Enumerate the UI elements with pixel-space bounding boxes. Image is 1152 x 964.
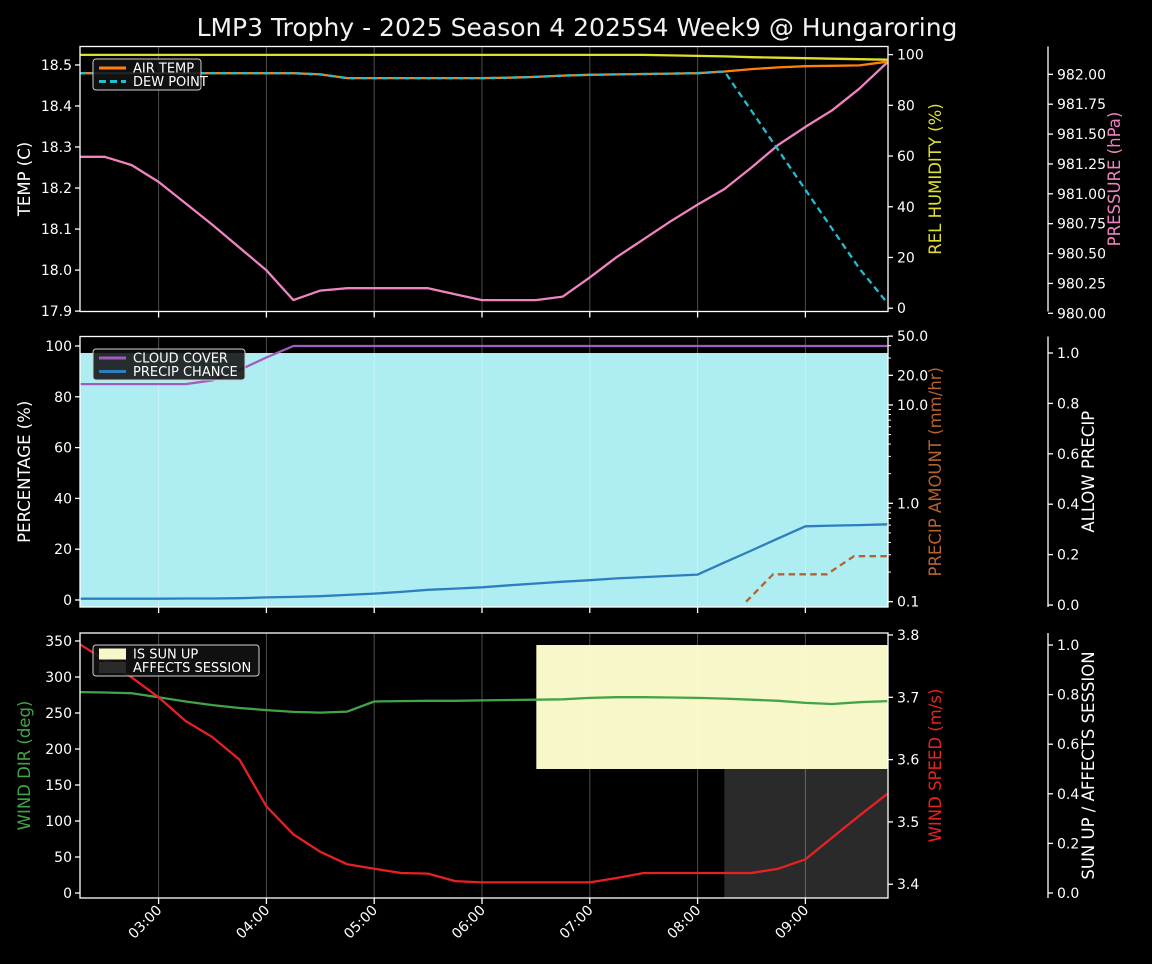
series-wind-dir: [79, 690, 888, 714]
right2-tick-label: 981.00: [1057, 187, 1106, 203]
right1-tick-label: 3.7: [897, 690, 919, 706]
series-precip-chance: [79, 523, 888, 600]
legend-label: AIR TEMP: [133, 62, 194, 77]
right2-tick-label: 0.2: [1057, 836, 1079, 852]
right2-tick-label: 980.75: [1057, 217, 1106, 233]
axis-title-right2: PRESSURE (hPa): [1105, 112, 1124, 247]
affects-session-band: [724, 768, 888, 898]
series-precip-amount: [745, 555, 888, 603]
axis-title-left: WIND DIR (deg): [15, 701, 34, 831]
right1-tick-label: 3.4: [897, 877, 919, 893]
left-tick-label: 17.9: [41, 304, 72, 320]
right1-tick-label: 0: [897, 301, 906, 317]
left-tick-label: 0: [63, 593, 72, 609]
axis-title-right2: ALLOW PRECIP: [1079, 411, 1098, 533]
right2-tick-label: 980.00: [1057, 306, 1106, 322]
legend-label: PRECIP CHANCE: [133, 365, 238, 380]
left-tick-label: 100: [45, 339, 72, 355]
series-rel-humidity: [79, 53, 888, 61]
left-tick-label: 18.2: [41, 181, 72, 197]
right2-tick-label: 0.6: [1057, 447, 1079, 463]
right2-tick-label: 1.0: [1057, 638, 1079, 654]
plot-border: [79, 335, 889, 608]
figure-title: LMP3 Trophy - 2025 Season 4 2025S4 Week9…: [197, 13, 958, 42]
legend-box: [92, 348, 246, 381]
right2-tick-label: 0.6: [1057, 737, 1079, 753]
right1-tick-label: 60: [897, 149, 915, 165]
right1-tick-label: 20.0: [897, 368, 928, 384]
right1-tick-label: 10.0: [897, 398, 928, 414]
left-tick-label: 18.0: [41, 263, 72, 279]
left-tick-label: 100: [45, 814, 72, 830]
right2-tick-label: 981.25: [1057, 157, 1106, 173]
axis-title-right1: WIND SPEED (m/s): [926, 689, 945, 843]
is-sun-up-band: [536, 645, 888, 769]
right2-tick-label: 0.2: [1057, 548, 1079, 564]
axis-title-right2: SUN UP / AFFECTS SESSION: [1079, 651, 1098, 879]
left-tick-label: 60: [54, 441, 72, 457]
plot-border: [79, 45, 889, 313]
left-tick-label: 20: [54, 542, 72, 558]
right1-tick-label: 50.0: [897, 329, 928, 345]
right2-tick-label: 981.75: [1057, 97, 1106, 113]
left-tick-label: 250: [45, 706, 72, 722]
legend-box: [92, 644, 260, 677]
series-wind-speed: [79, 643, 889, 884]
right2-tick-label: 0.4: [1057, 787, 1079, 803]
left-tick-label: 350: [45, 634, 72, 650]
right2-tick-label: 981.50: [1057, 127, 1106, 143]
right2-tick-label: 0.0: [1057, 886, 1079, 902]
legend-label: AFFECTS SESSION: [133, 661, 251, 676]
allow-precip-fill: [80, 353, 888, 607]
right1-tick-label: 80: [897, 98, 915, 114]
right2-tick-label: 0.0: [1057, 598, 1079, 614]
right1-tick-label: 3.6: [897, 753, 919, 769]
right1-tick-label: 20: [897, 250, 915, 266]
chart-temperature-humidity-pressure: 17.9 18.0 18.1 18.2 18.3 18.4 18.5 0 20 40 60 80 100…: [15, 45, 1124, 322]
left-tick-label: 50: [54, 850, 72, 866]
right2-tick-label: 982.00: [1057, 67, 1106, 83]
plot-border: [79, 632, 889, 899]
right2-tick-label: 0.4: [1057, 497, 1079, 513]
left-tick-label: 18.1: [41, 222, 72, 238]
axis-title-left: PERCENTAGE (%): [15, 401, 34, 543]
right2-tick-label: 1.0: [1057, 346, 1079, 362]
left-tick-label: 150: [45, 778, 72, 794]
axis-title-left: TEMP (C): [15, 142, 34, 217]
left-tick-label: 200: [45, 742, 72, 758]
right1-tick-label: 1.0: [897, 496, 919, 512]
legend-swatch: [99, 648, 126, 660]
legend-label: DEW POINT: [133, 75, 208, 90]
right2-tick-label: 0.8: [1057, 396, 1079, 412]
legend-swatch: [99, 662, 126, 673]
right1-tick-label: 3.5: [897, 815, 919, 831]
right2-tick-label: 0.8: [1057, 688, 1079, 704]
chart-cloud-precip: 0 20 40 60 80 100 50.0 20.0 10.0 1.0 0.1 0.0 0.2 0.4 0…: [15, 329, 1098, 614]
right1-tick-label: 40: [897, 200, 915, 216]
left-tick-label: 18.5: [41, 58, 72, 74]
series-pressure: [79, 61, 889, 302]
axis-title-right1: PRECIP AMOUNT (mm/hr): [926, 367, 945, 577]
left-tick-label: 18.4: [41, 99, 72, 115]
right2-tick-label: 980.50: [1057, 247, 1106, 263]
axis-title-right1: REL HUMIDITY (%): [926, 103, 945, 254]
right1-tick-label: 100: [897, 48, 924, 64]
legend-label: IS SUN UP: [133, 648, 198, 663]
left-tick-label: 80: [54, 390, 72, 406]
left-tick-label: 40: [54, 491, 72, 507]
right1-tick-label: 0.1: [897, 595, 919, 611]
left-tick-label: 300: [45, 670, 72, 686]
right1-tick-label: 3.8: [897, 628, 919, 644]
series-dew-point: [79, 70, 889, 304]
left-tick-label: 0: [63, 886, 72, 902]
right2-tick-label: 980.25: [1057, 276, 1106, 292]
left-tick-label: 18.3: [41, 140, 72, 156]
legend-label: CLOUD COVER: [133, 352, 228, 367]
